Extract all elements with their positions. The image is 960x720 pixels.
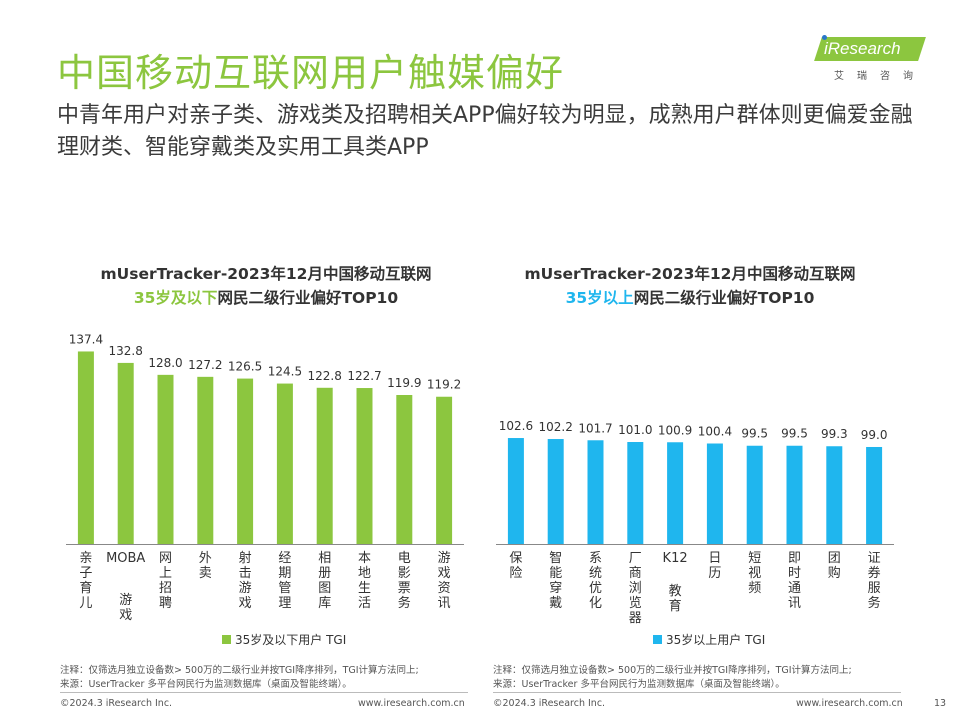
left-data-label: 119.2: [427, 378, 461, 392]
chart-title-right-line2: 35岁以上网民二级行业偏好TOP10: [490, 286, 890, 310]
footer-site-left[interactable]: www.iresearch.com.cn: [358, 698, 465, 709]
iresearch-logo: iResearch 艾瑞咨询: [806, 35, 926, 85]
left-bar: [436, 396, 453, 544]
right-category-label: 厂商浏览器: [629, 551, 642, 625]
left-data-label: 122.8: [308, 369, 342, 383]
chart-title-right-line1: mUserTracker-2023年12月中国移动互联网: [524, 265, 856, 283]
right-category-label: 短视频: [748, 551, 761, 596]
right-data-label: 100.9: [658, 423, 692, 437]
right-category-label: 即时通讯: [788, 551, 801, 611]
bar-chart-left: 137.4 亲子育儿 132.8 MOBA 游戏 128.0 网上招聘 127.2 外卖 126.…: [66, 332, 464, 623]
right-data-label: 99.3: [821, 427, 848, 441]
right-bar: [746, 445, 763, 544]
right-bar: [587, 440, 604, 544]
right-category-label: K12 教育: [663, 551, 688, 614]
left-category-label: MOBA 游戏: [106, 551, 145, 623]
chart-title-left-line1: mUserTracker-2023年12月中国移动互联网: [100, 265, 432, 283]
right-data-label: 101.0: [618, 423, 652, 437]
legend-label-right: 35岁以上用户 TGI: [666, 633, 766, 647]
note-right-line2: 来源：UserTracker 多平台网民行为监测数据库（桌面及智能终端）。: [493, 679, 785, 690]
right-category-label: 团购: [828, 551, 841, 581]
page-title: 中国移动互联网用户触媒偏好: [57, 51, 565, 95]
left-bar: [396, 394, 413, 544]
right-bar: [826, 446, 843, 544]
chart-title-left-rest: 网民二级行业偏好TOP10: [217, 289, 399, 307]
right-category-label: 日历: [708, 551, 721, 581]
legend-swatch-right: [653, 635, 662, 644]
chart-title-left-highlight: 35岁及以下: [133, 289, 218, 307]
left-category-label: 射击游戏: [239, 550, 252, 611]
right-category-label: 智能穿戴: [549, 551, 562, 611]
logo-dot: [822, 35, 827, 40]
page-number: 13: [934, 698, 947, 709]
left-category-label: 亲子育儿: [79, 551, 92, 611]
logo-subtitle: 艾瑞咨询: [834, 71, 926, 82]
footer-divider-left: [60, 692, 468, 693]
footer-copyright-left: ©2024.3 iResearch Inc.: [60, 698, 173, 709]
legend-swatch-left: [222, 635, 231, 644]
right-bar: [627, 442, 644, 544]
page-subtitle: 中青年用户对亲子类、游戏类及招聘相关APP偏好较为明显，成熟用户群体则更偏爱金融…: [57, 103, 913, 160]
footer-site-right[interactable]: www.iresearch.com.cn: [796, 698, 903, 709]
chart-title-right-rest: 网民二级行业偏好TOP10: [633, 289, 815, 307]
right-category-label: 保险: [509, 551, 522, 581]
left-bar: [157, 374, 174, 544]
right-bar: [667, 442, 684, 544]
legend-label-left: 35岁及以下用户 TGI: [235, 633, 347, 647]
left-data-label: 132.8: [109, 344, 143, 358]
left-category-label: 经期管理: [278, 551, 291, 611]
left-category-label: 相册图库: [318, 551, 331, 611]
left-category-label: 本地生活: [358, 551, 371, 611]
right-bar: [786, 445, 803, 544]
right-bar: [866, 446, 883, 544]
logo-text: iResearch: [824, 39, 901, 58]
left-bar: [276, 383, 293, 544]
right-data-label: 102.2: [539, 420, 573, 434]
left-data-label: 127.2: [188, 358, 222, 372]
left-bar: [197, 376, 214, 544]
left-bar: [117, 362, 134, 544]
left-data-label: 128.0: [148, 356, 182, 370]
left-bar: [77, 351, 94, 544]
footer-copyright-right: ©2024.3 iResearch Inc.: [493, 698, 606, 709]
right-data-label: 99.5: [781, 427, 808, 441]
right-category-label: 证券服务: [868, 551, 881, 611]
note-right: 注释：仅筛选月独立设备数> 500万的二级行业并按TGI降序排列，TGI计算方法…: [493, 664, 852, 692]
left-bar: [316, 387, 333, 544]
legend-right: 35岁以上用户 TGI: [653, 631, 765, 648]
footer-divider-right: [493, 692, 901, 693]
note-left-line1: 注释：仅筛选月独立设备数> 500万的二级行业并按TGI降序排列，TGI计算方法…: [60, 665, 419, 676]
note-left-line2: 来源：UserTracker 多平台网民行为监测数据库（桌面及智能终端）。: [60, 679, 352, 690]
left-data-label: 122.7: [347, 369, 381, 383]
chart-title-left-line2: 35岁及以下网民二级行业偏好TOP10: [66, 286, 466, 310]
left-category-label: 网上招聘: [159, 551, 172, 611]
left-bar: [356, 388, 373, 544]
left-data-label: 119.9: [387, 376, 421, 390]
right-bar: [547, 439, 564, 544]
chart-title-right-highlight: 35岁以上: [565, 289, 634, 307]
right-data-label: 102.6: [499, 419, 533, 433]
left-category-label: 电影票务: [398, 551, 411, 611]
right-data-label: 101.7: [578, 421, 612, 435]
chart-title-right: mUserTracker-2023年12月中国移动互联网 35岁以上网民二级行业…: [490, 262, 890, 310]
left-data-label: 137.4: [69, 332, 103, 346]
right-data-label: 99.5: [741, 427, 768, 441]
legend-left: 35岁及以下用户 TGI: [222, 631, 346, 648]
right-data-label: 100.4: [698, 425, 732, 439]
left-category-label: 外卖: [199, 551, 212, 581]
left-data-label: 124.5: [268, 365, 302, 379]
left-bar: [237, 378, 254, 544]
chart-title-left: mUserTracker-2023年12月中国移动互联网 35岁及以下网民二级行…: [66, 262, 466, 310]
right-bar: [706, 443, 723, 544]
right-bar: [507, 438, 524, 544]
right-category-label: 系统优化: [589, 551, 602, 611]
note-left: 注释：仅筛选月独立设备数> 500万的二级行业并按TGI降序排列，TGI计算方法…: [60, 664, 419, 692]
right-data-label: 99.0: [861, 428, 888, 442]
bar-chart-right: 102.6 保险 102.2 智能穿戴 101.7 系统优化 101.0 厂商浏览器 100.9…: [496, 419, 894, 625]
left-category-label: 游戏资讯: [438, 551, 451, 611]
left-data-label: 126.5: [228, 360, 262, 374]
note-right-line1: 注释：仅筛选月独立设备数> 500万的二级行业并按TGI降序排列，TGI计算方法…: [493, 665, 852, 676]
